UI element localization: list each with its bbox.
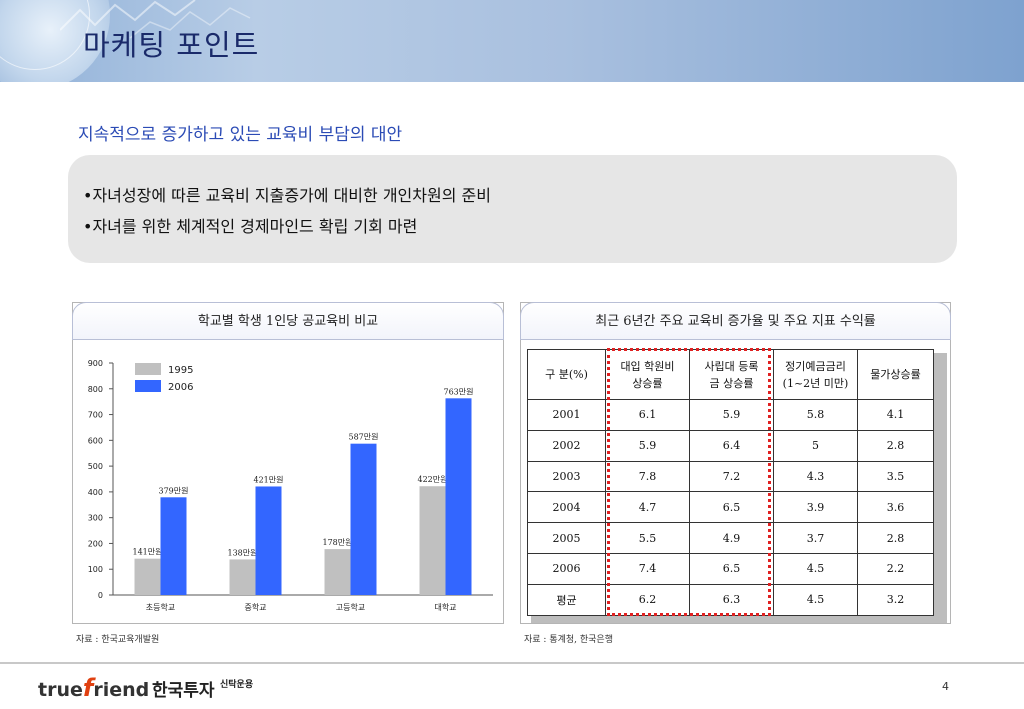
table-row: 2002 5.9 6.4 5 2.8 bbox=[527, 429, 934, 462]
bar-1995 bbox=[134, 558, 161, 595]
x-tick-label: 초등학교 bbox=[146, 602, 175, 612]
table-cell: 4.1 bbox=[857, 399, 934, 431]
logo-korean: 한국투자 bbox=[152, 681, 215, 701]
legend-swatch bbox=[135, 380, 161, 392]
bar-1995 bbox=[419, 486, 446, 595]
table-cell: 4.5 bbox=[773, 583, 858, 616]
bullet-box: •자녀성장에 따른 교육비 지출증가에 대비한 개인차원의 준비 •자녀를 위한… bbox=[68, 155, 957, 263]
table-cell: 6.2 bbox=[605, 583, 690, 616]
bar-2006 bbox=[445, 398, 472, 595]
table-cell: 2.8 bbox=[857, 429, 934, 462]
table-row: 평균 6.2 6.3 4.5 3.2 bbox=[527, 583, 934, 616]
data-label: 421만원 bbox=[254, 475, 284, 484]
bullet-item: •자녀를 위한 체계적인 경제마인드 확립 기회 마련 bbox=[83, 217, 418, 236]
truefriend-logo: truefriend bbox=[38, 674, 149, 702]
data-label: 763만원 bbox=[444, 387, 474, 396]
table-header-cell: 대입 학원비 상승률 bbox=[605, 349, 690, 400]
data-label: 587만원 bbox=[349, 433, 379, 442]
table-panel-title: 최근 6년간 주요 교육비 증가율 및 주요 지표 수익률 bbox=[520, 302, 951, 340]
chart-panel: 학교별 학생 1인당 공교육비 비교 0 100 200 300 400 500 600 70… bbox=[72, 302, 504, 624]
table-cell: 5.5 bbox=[605, 522, 690, 554]
table-cell: 3.2 bbox=[857, 583, 934, 616]
table-cell: 5.8 bbox=[773, 399, 858, 431]
section-subtitle: 지속적으로 증가하고 있는 교육비 부담의 대안 bbox=[78, 125, 403, 145]
table-row: 2003 7.8 7.2 4.3 3.5 bbox=[527, 460, 934, 493]
table-cell: 3.9 bbox=[773, 491, 858, 524]
table-cell: 2005 bbox=[527, 522, 606, 554]
table-cell: 5.9 bbox=[605, 429, 690, 462]
y-tick-label: 600 bbox=[88, 436, 103, 445]
legend-label: 2006 bbox=[168, 382, 193, 393]
bar-2006 bbox=[350, 443, 377, 595]
table-cell: 2003 bbox=[527, 460, 606, 493]
table-cell: 4.3 bbox=[773, 460, 858, 493]
table-cell: 2006 bbox=[527, 552, 606, 585]
x-tick-label: 대학교 bbox=[434, 602, 456, 612]
header-banner: 마케팅 포인트 bbox=[0, 0, 1024, 82]
bar-2006 bbox=[160, 497, 187, 595]
table-header-cell: 사립대 등록 금 상승률 bbox=[689, 349, 774, 400]
table-cell: 평균 bbox=[527, 583, 606, 616]
table-cell: 3.5 bbox=[857, 460, 934, 493]
highlight-dotted-box bbox=[607, 348, 771, 616]
table-cell: 2001 bbox=[527, 399, 606, 431]
bullet-item: •자녀성장에 따른 교육비 지출증가에 대비한 개인차원의 준비 bbox=[83, 186, 491, 205]
bar-chart: 0 100 200 300 400 500 600 700 800 900 141만원 379만원초등… bbox=[88, 359, 493, 612]
logo-text-true: true bbox=[38, 679, 83, 701]
table-cell: 5 bbox=[773, 429, 858, 462]
data-label: 379만원 bbox=[159, 486, 189, 495]
table-header-cell: 물가상승률 bbox=[857, 349, 934, 400]
x-tick-label: 중학교 bbox=[244, 602, 266, 612]
chart-panel-title: 학교별 학생 1인당 공교육비 비교 bbox=[72, 302, 504, 340]
page-number: 4 bbox=[942, 680, 949, 693]
table-header-cell: 정기예금금리 (1~2년 미만) bbox=[773, 349, 858, 400]
table-cell: 6.1 bbox=[605, 399, 690, 431]
table-cell: 3.7 bbox=[773, 522, 858, 554]
table-cell: 2.2 bbox=[857, 552, 934, 585]
table-source: 자료 : 통계청, 한국은행 bbox=[524, 635, 613, 645]
data-label: 141만원 bbox=[133, 548, 163, 557]
bar-2006 bbox=[255, 486, 282, 595]
y-tick-label: 500 bbox=[88, 462, 103, 471]
chart-source: 자료 : 한국교육개발원 bbox=[76, 635, 160, 645]
y-tick-label: 900 bbox=[88, 359, 103, 368]
y-tick-label: 300 bbox=[88, 514, 103, 523]
table-header-cell: 구 분(%) bbox=[527, 349, 606, 400]
table-cell: 2.8 bbox=[857, 522, 934, 554]
x-tick-label: 고등학교 bbox=[336, 602, 365, 612]
data-label: 178만원 bbox=[323, 538, 353, 547]
table-cell: 2002 bbox=[527, 429, 606, 462]
data-label: 422만원 bbox=[418, 475, 448, 484]
table-row: 2004 4.7 6.5 3.9 3.6 bbox=[527, 491, 934, 524]
y-tick-label: 700 bbox=[88, 411, 103, 420]
y-tick-label: 200 bbox=[88, 539, 103, 548]
y-tick-label: 0 bbox=[98, 591, 103, 600]
data-label: 138만원 bbox=[228, 548, 258, 557]
stats-table: 구 분(%) 대입 학원비 상승률 사립대 등록 금 상승률 정기예금금리 (1~2년 미만… bbox=[527, 349, 934, 616]
legend-label: 1995 bbox=[168, 365, 193, 376]
footer-divider bbox=[0, 662, 1024, 664]
legend-swatch bbox=[135, 363, 161, 375]
stock-line-graphic bbox=[60, 0, 251, 39]
table-cell: 2004 bbox=[527, 491, 606, 524]
table-row: 2001 6.1 5.9 5.8 4.1 bbox=[527, 399, 934, 431]
bar-1995 bbox=[324, 549, 351, 595]
table-cell: 6.5 bbox=[689, 491, 774, 524]
table-cell: 4.9 bbox=[689, 522, 774, 554]
table-cell: 3.6 bbox=[857, 491, 934, 524]
table-row: 2005 5.5 4.9 3.7 2.8 bbox=[527, 522, 934, 554]
y-tick-label: 100 bbox=[88, 565, 103, 574]
logo-text-riend: riend bbox=[93, 679, 150, 701]
logo-subtext: 신탁운용 bbox=[220, 680, 254, 690]
bar-1995 bbox=[229, 559, 256, 595]
y-tick-label: 400 bbox=[88, 488, 103, 497]
table-cell: 4.5 bbox=[773, 552, 858, 585]
page-title: 마케팅 포인트 bbox=[83, 28, 260, 62]
table-cell: 6.5 bbox=[689, 552, 774, 585]
logo-f-mark: f bbox=[82, 674, 94, 702]
y-tick-label: 800 bbox=[88, 385, 103, 394]
